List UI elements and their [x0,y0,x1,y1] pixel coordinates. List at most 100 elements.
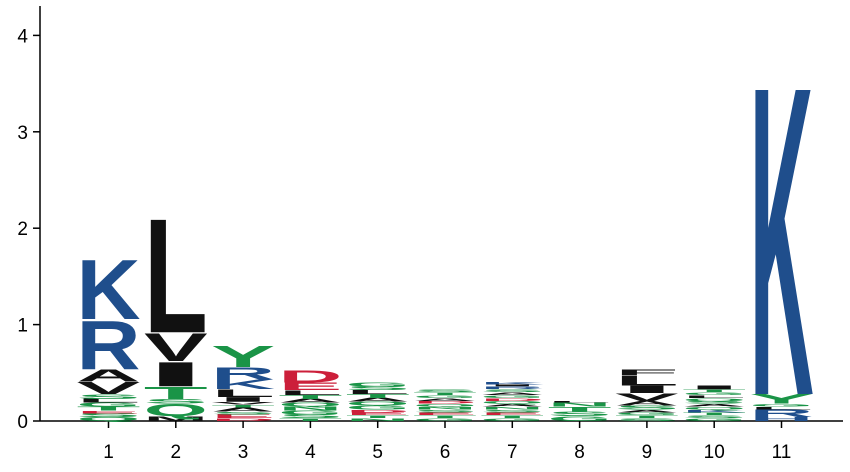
residue-D: D [211,417,275,421]
residue-V: V [144,325,208,370]
residue-S: S [413,409,477,413]
residue-D: D [480,397,544,401]
residue-S: S [548,410,612,417]
residue-T: T [548,405,612,412]
residue-S: S [278,413,342,419]
residue-D: D [278,367,342,387]
residue-N: N [548,402,612,408]
residue-R: R [211,364,275,384]
residue-L: L [750,406,814,410]
residue-L: L [682,394,746,398]
residue-L: L [211,387,275,399]
residue-M: M [144,415,208,422]
residue-S: S [346,385,410,391]
residue-L: L [615,373,679,388]
residue-F: F [615,368,679,377]
y-tick-label: 4 [17,26,28,47]
x-tick-label: 2 [171,442,182,463]
x-tick-label: 1 [103,442,114,463]
residue-A: A [413,397,477,401]
residue-Q: Q [144,400,208,420]
residue-T: T [413,414,477,418]
residue-K: K [480,381,544,385]
residue-T: T [278,394,342,400]
residue-E: E [480,412,544,416]
residue-G: G [615,412,679,416]
residue-A: A [76,366,140,386]
residue-Q: Q [682,397,746,401]
residue-R: R [77,306,141,384]
residue-N: N [278,406,342,412]
residue-V: V [615,391,679,403]
residue-E: E [76,410,140,414]
residue-A: A [682,403,746,407]
residue-L: L [144,186,208,368]
y-tick-label: 0 [17,412,28,433]
residue-T: T [211,404,275,408]
residue-T: T [682,388,746,392]
residue-Y: Y [749,392,813,407]
axes: 0 1 2 3 4 1 2 3 4 5 6 7 8 9 10 11 [17,6,843,463]
residue-G: G [346,405,410,411]
residue-S: S [77,393,141,400]
residue-K: K [76,242,140,337]
y-tick-label: 2 [17,219,28,240]
x-tick-label: 10 [704,442,725,463]
residue-S: S [211,411,275,415]
residue-H: H [750,416,814,422]
residue-L: L [278,389,342,396]
residue-G: G [278,409,342,415]
residue-D: D [413,400,477,404]
y-tick-label: 3 [17,123,28,144]
residue-L: L [77,398,141,404]
residue-S: S [480,389,544,393]
residue-G: G [682,391,746,395]
residue-Q: Q [346,401,410,407]
residue-G: G [413,417,477,421]
residue-G: G [413,394,477,398]
letter-stacks: QSETGLSVARKMQSTIVLDESATVILKRYTSGNQATLEDN… [76,0,813,472]
residue-I: I [682,384,746,390]
residue-S: S [682,400,746,404]
residue-A: A [480,391,544,395]
residue-S: S [144,398,208,405]
residue-T: T [682,412,746,416]
y-tick-label: 1 [17,316,28,337]
residue-E: E [278,381,342,393]
residue-G: G [480,417,544,421]
x-tick-label: 3 [238,442,249,463]
residue-G: G [548,415,612,422]
residue-T: T [413,391,477,395]
residue-A: A [346,397,410,403]
x-tick-label: 4 [305,442,316,463]
residue-A: A [615,409,679,413]
residue-V: V [77,378,141,398]
residue-G: G [750,403,814,407]
residue-A: A [278,398,342,404]
residue-N: N [480,406,544,410]
residue-K: K [682,409,746,413]
residue-I: I [480,384,544,387]
x-tick-label: 9 [642,442,653,463]
x-tick-label: 5 [372,442,383,463]
residue-I: I [211,396,275,403]
residue-A: A [615,400,679,407]
residue-G: G [682,417,746,421]
residue-T: T [615,414,679,418]
residue-E: E [346,412,410,416]
residue-T: T [144,383,208,402]
residue-S: S [615,417,679,421]
residue-V: V [211,401,275,405]
residue-L: L [346,389,410,395]
residue-Q: Q [77,416,141,422]
